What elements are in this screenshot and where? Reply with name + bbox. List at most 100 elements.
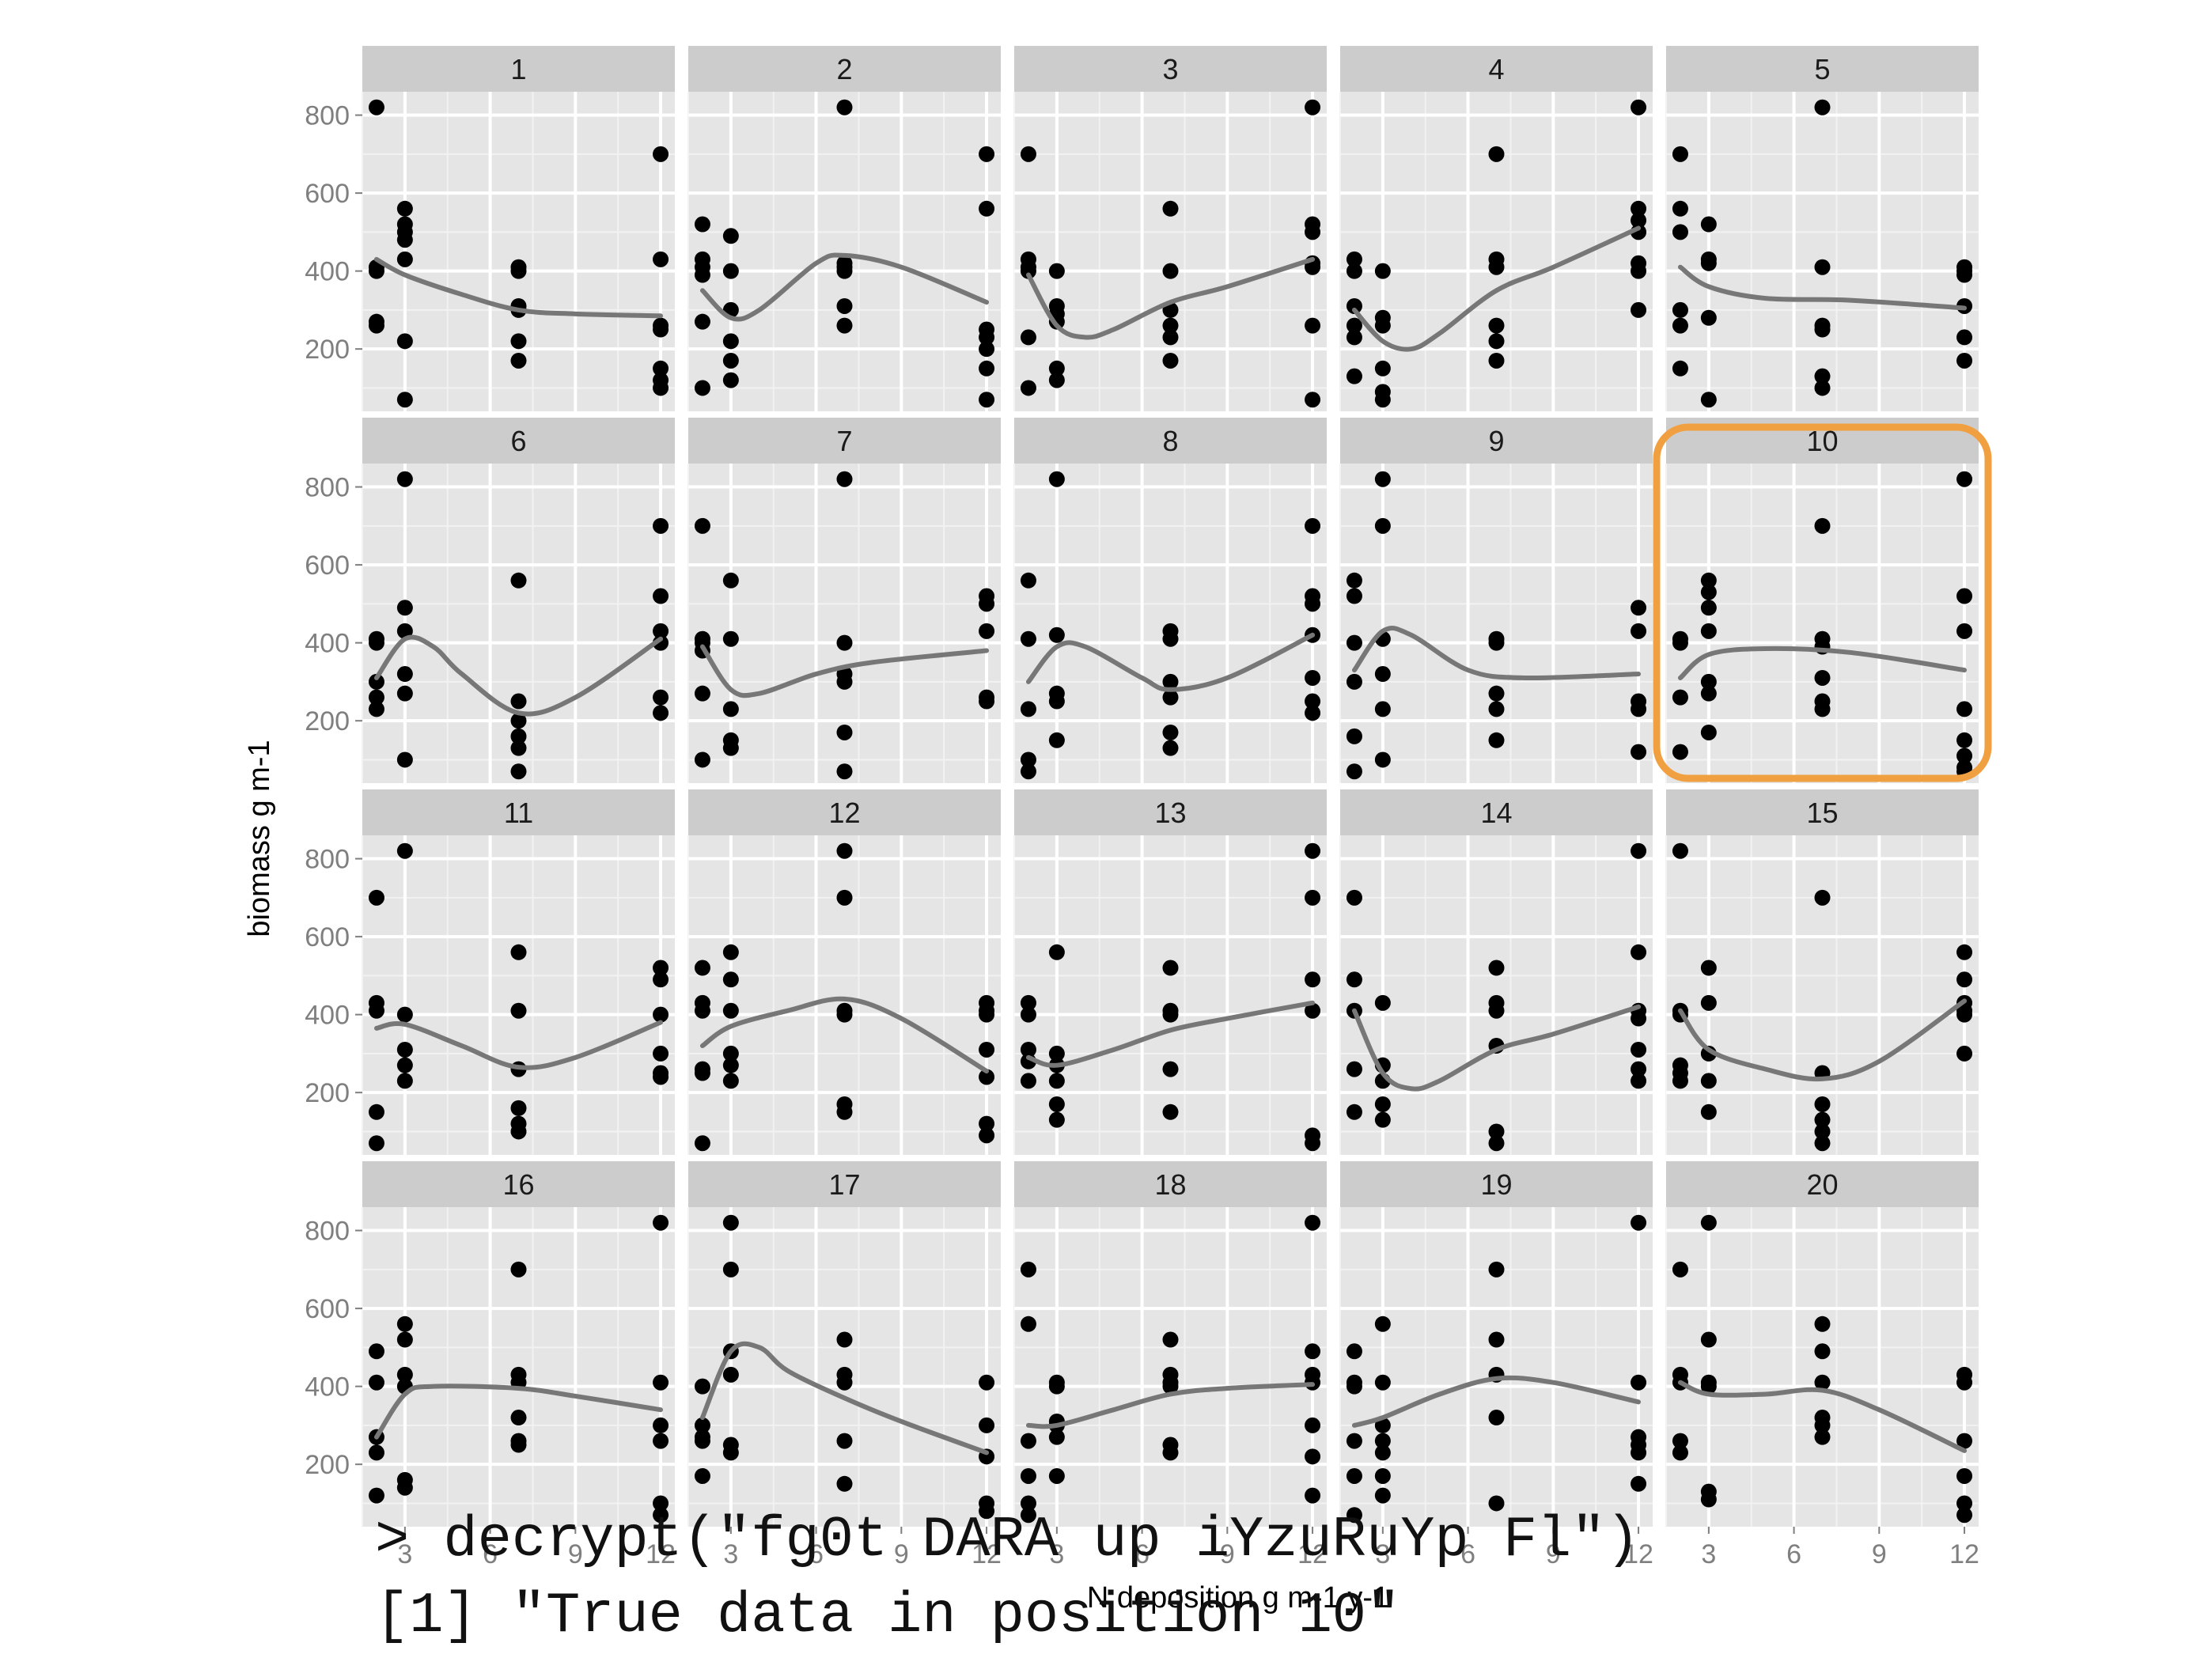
data-point xyxy=(1020,994,1036,1011)
data-point xyxy=(1048,1073,1065,1089)
data-point xyxy=(396,232,413,248)
facet-panel-12: 12 xyxy=(687,789,1001,1155)
y-axis-label: biomass g m-1 xyxy=(243,740,276,937)
data-point xyxy=(1346,368,1362,384)
data-point xyxy=(1956,352,1973,369)
data-point xyxy=(653,1495,669,1512)
data-point xyxy=(1305,1002,1321,1019)
data-point xyxy=(1700,309,1717,326)
data-point xyxy=(1814,517,1831,534)
facet-panel-5: 5 xyxy=(1665,46,1979,411)
data-point xyxy=(1700,724,1717,740)
data-point xyxy=(510,763,527,780)
data-point xyxy=(1162,740,1179,756)
data-point xyxy=(722,740,739,756)
data-point xyxy=(836,99,853,115)
data-point xyxy=(653,1374,669,1391)
data-point xyxy=(1346,1103,1362,1120)
data-point xyxy=(836,1103,853,1120)
data-point xyxy=(1020,146,1036,162)
x-axis-label: N deposition g m-1 y-1 xyxy=(1087,1581,1389,1614)
data-point xyxy=(1305,99,1321,115)
y-tick-label: 600 xyxy=(305,922,350,952)
smooth-line xyxy=(373,1020,664,1070)
data-point xyxy=(510,1437,527,1453)
smooth-line xyxy=(699,252,990,322)
facet-label: 2 xyxy=(836,53,852,85)
facet-label: 13 xyxy=(1154,797,1186,829)
data-point xyxy=(1020,1041,1036,1058)
data-point xyxy=(1162,1006,1179,1023)
y-tick-label: 600 xyxy=(305,1294,350,1324)
data-point xyxy=(510,572,527,589)
data-point xyxy=(1700,392,1717,408)
data-point xyxy=(1020,1315,1036,1332)
data-point xyxy=(1374,263,1391,279)
facet-panel-16: 16 xyxy=(362,1161,675,1527)
data-point xyxy=(1814,1123,1831,1140)
data-point xyxy=(1956,267,1973,283)
smooth-line xyxy=(1677,998,1968,1082)
data-point xyxy=(368,99,384,115)
facet-strip xyxy=(362,418,675,464)
data-point xyxy=(1305,705,1321,721)
data-point xyxy=(1020,751,1036,768)
data-point xyxy=(979,200,995,217)
facet-label: 9 xyxy=(1488,425,1504,457)
data-point xyxy=(1956,748,1973,764)
data-point xyxy=(653,705,669,721)
data-point xyxy=(396,392,413,408)
data-point xyxy=(1488,634,1505,651)
data-point xyxy=(1305,1135,1321,1152)
data-point xyxy=(1162,200,1179,217)
data-point xyxy=(1305,317,1321,334)
data-point xyxy=(979,146,995,162)
data-point xyxy=(1700,1103,1717,1120)
smooth-line xyxy=(699,1341,990,1455)
data-point xyxy=(1346,763,1362,780)
data-point xyxy=(368,263,384,279)
smooth-line xyxy=(1025,256,1316,340)
x-tick-label: 12 xyxy=(1623,1539,1653,1569)
data-point xyxy=(1305,669,1321,686)
data-point xyxy=(694,313,710,330)
x-tick-label: 12 xyxy=(972,1539,1002,1569)
data-point xyxy=(396,1073,413,1089)
data-point xyxy=(1814,1343,1831,1360)
data-point xyxy=(1672,1444,1688,1461)
data-point xyxy=(1814,321,1831,338)
data-point xyxy=(1631,1475,1647,1492)
highlight-box xyxy=(1653,423,1992,782)
y-tick-label: 800 xyxy=(305,845,350,875)
data-point xyxy=(1700,584,1717,600)
data-point xyxy=(1346,317,1362,334)
data-point xyxy=(653,1069,669,1085)
smooth-line xyxy=(373,256,664,319)
panel-background xyxy=(1014,835,1327,1155)
facet-strip xyxy=(1014,418,1327,464)
data-point xyxy=(1700,572,1717,589)
data-point xyxy=(1374,666,1391,683)
data-point xyxy=(1305,1343,1321,1360)
data-point xyxy=(722,1073,739,1089)
data-point xyxy=(1814,380,1831,396)
data-point xyxy=(1020,1006,1036,1023)
data-point xyxy=(979,1115,995,1132)
data-point xyxy=(396,1057,413,1073)
data-point xyxy=(1374,1487,1391,1504)
data-point xyxy=(836,842,853,859)
data-point xyxy=(1048,732,1065,748)
console-command-line: > decrypt("fg0t DARA up iYzuRuYp Fl") xyxy=(375,1508,1640,1573)
data-point xyxy=(1488,333,1505,350)
data-point xyxy=(510,352,527,369)
data-point xyxy=(979,596,995,612)
smooth-line xyxy=(1025,1000,1316,1068)
data-point xyxy=(836,471,853,487)
data-point xyxy=(722,1444,739,1461)
data-point xyxy=(1700,623,1717,639)
y-axis-ticks: 200 400 600 800 200 400 600 800 200 400 600 800 200 4… xyxy=(305,101,362,1480)
data-point xyxy=(1346,1507,1362,1524)
facet-strip xyxy=(1340,418,1653,464)
facet-label: 3 xyxy=(1162,53,1178,85)
data-point xyxy=(1374,1111,1391,1128)
